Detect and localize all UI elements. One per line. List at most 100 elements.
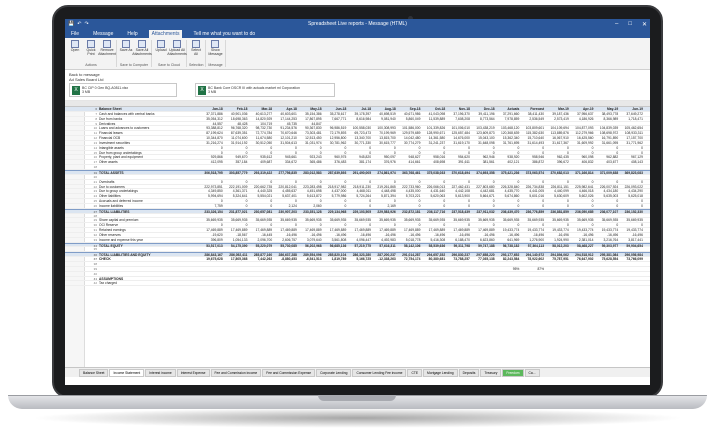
table-cell[interactable]: 58,539,636 bbox=[428, 243, 446, 248]
table-cell[interactable]: 2,536,549 bbox=[529, 116, 545, 121]
table-cell[interactable]: -16,496 bbox=[508, 232, 520, 237]
table-cell[interactable]: 108,933,311 bbox=[624, 131, 643, 136]
table-cell[interactable]: 287,639,893 bbox=[327, 170, 347, 175]
table-cell[interactable] bbox=[373, 267, 398, 271]
table-cell[interactable]: 4,492,983 bbox=[381, 237, 396, 242]
table-cell[interactable]: 236,050,685 bbox=[575, 209, 594, 214]
table-cell[interactable]: 1,054,133 bbox=[232, 237, 248, 242]
table-cell[interactable]: 229,583,926 bbox=[377, 209, 396, 214]
table-cell[interactable]: 1,924,990 bbox=[554, 237, 569, 242]
table-cell[interactable]: 0 bbox=[245, 223, 248, 228]
table-cell[interactable] bbox=[546, 122, 571, 126]
sheet-tab[interactable]: Fee and Commission Expense bbox=[262, 368, 316, 377]
table-cell[interactable]: -16,496 bbox=[285, 232, 297, 237]
table-cell[interactable]: 12,101,210 bbox=[280, 136, 297, 141]
table-cell[interactable]: 0 bbox=[319, 150, 322, 155]
save-all-button[interactable]: Save All Attachments bbox=[132, 40, 152, 63]
table-cell[interactable]: 0 bbox=[566, 199, 569, 204]
table-cell[interactable]: 286,637,288 bbox=[278, 253, 297, 258]
sheet-tab[interactable]: Income Statement bbox=[109, 368, 145, 377]
table-cell[interactable]: 19,433,774 bbox=[552, 228, 569, 233]
table-cell[interactable]: Forecast bbox=[530, 107, 545, 111]
table-cell[interactable]: 108,698,972 bbox=[599, 131, 619, 136]
table-cell[interactable] bbox=[596, 122, 621, 126]
table-cell[interactable]: 374,693,358 bbox=[476, 170, 495, 175]
table-cell[interactable]: 17,469,889 bbox=[280, 228, 297, 233]
table-cell[interactable]: 0 bbox=[369, 179, 372, 184]
table-cell[interactable]: 37,649,272 bbox=[626, 111, 643, 116]
table-cell[interactable]: 414,661 bbox=[408, 160, 421, 165]
table-cell[interactable]: 73,766,099 bbox=[626, 257, 643, 262]
table-cell[interactable]: 17,469,889 bbox=[230, 228, 248, 233]
table-cell[interactable]: 45,735 bbox=[286, 121, 297, 126]
table-cell[interactable]: 0 bbox=[517, 179, 520, 184]
table-cell[interactable]: 9,081,940 bbox=[381, 116, 396, 121]
table-cell[interactable]: 294,518,912 bbox=[575, 253, 594, 258]
table-cell[interactable]: 225,982,641 bbox=[575, 184, 594, 189]
table-cell[interactable]: 0 bbox=[468, 150, 470, 155]
table-cell[interactable]: 3,216,764 bbox=[603, 237, 619, 242]
table-row[interactable]: 42 Tax charged bbox=[65, 281, 650, 287]
table-cell[interactable]: 35,669,935 bbox=[329, 218, 347, 223]
table-cell[interactable] bbox=[274, 267, 299, 271]
table-cell[interactable]: 4,431,640 bbox=[430, 189, 446, 194]
table-cell[interactable]: 5,324,641 bbox=[232, 194, 248, 199]
table-cell[interactable]: 369,823,083 bbox=[624, 170, 643, 175]
table-cell[interactable]: 223,283,498 bbox=[303, 184, 322, 189]
table-cell[interactable] bbox=[249, 267, 274, 271]
tell-me-box[interactable]: Tell me what you want to do bbox=[193, 31, 256, 37]
table-cell[interactable]: 30,771,330 bbox=[354, 140, 372, 145]
table-cell[interactable]: 5,601,016 bbox=[529, 194, 545, 199]
table-cell[interactable]: 19,433,774 bbox=[502, 228, 520, 233]
table-cell[interactable]: 17,469,889 bbox=[255, 228, 273, 233]
save-as-button[interactable]: Save As bbox=[119, 40, 133, 63]
table-cell[interactable]: 0 bbox=[468, 199, 470, 204]
table-cell[interactable]: 0 bbox=[344, 203, 347, 208]
table-cell[interactable]: -16,496 bbox=[335, 232, 347, 237]
table-cell[interactable]: 0 bbox=[542, 150, 545, 155]
table-cell[interactable]: 10,344,870 bbox=[206, 136, 223, 141]
table-cell[interactable]: 0 bbox=[591, 199, 594, 204]
table-cell[interactable]: 0 bbox=[616, 150, 619, 155]
table-cell[interactable]: 55,220,079 bbox=[255, 243, 273, 248]
table-cell[interactable]: 35,669,935 bbox=[502, 218, 520, 223]
table-row[interactable]: 19 TOTAL ASSETS 306,518,795 303,857,779 293,… bbox=[65, 169, 650, 175]
table-cell[interactable]: 95% bbox=[512, 266, 520, 271]
table-row[interactable]: 20 bbox=[65, 175, 650, 180]
table-cell[interactable]: 0 bbox=[295, 223, 297, 228]
table-cell[interactable]: 112,279,966 bbox=[575, 131, 594, 136]
table-cell[interactable] bbox=[472, 267, 497, 271]
table-row[interactable]: 25 Accruals and deferred income 0 0 0 0 0 0 0 0 0 0… bbox=[65, 199, 650, 204]
table-cell[interactable]: 0 bbox=[220, 145, 223, 150]
table-cell[interactable]: 0 bbox=[616, 203, 619, 208]
table-cell[interactable]: 218,911,230 bbox=[352, 184, 372, 189]
table-row[interactable]: 6 Balance Sheet Jan-18 Feb-18 Mar-18 Apr-18 Ma… bbox=[65, 107, 650, 112]
table-cell[interactable]: 0 bbox=[566, 145, 569, 150]
table-cell[interactable]: 44,557 bbox=[212, 121, 223, 126]
table-cell[interactable]: 5,554,021 bbox=[257, 194, 273, 199]
table-cell[interactable]: -16,445 bbox=[260, 232, 273, 237]
table-row[interactable]: 10 Loans and advances to customers 93,388,… bbox=[65, 126, 650, 132]
table-row[interactable]: 26 Income liabilities 7,759 0 0 2,124 2,060 0 0 2… bbox=[65, 204, 650, 209]
table-cell[interactable]: 80,380,681 bbox=[428, 257, 446, 262]
table-cell[interactable]: 373,063,574 bbox=[525, 170, 545, 175]
table-cell[interactable]: 220,662,735 bbox=[253, 184, 273, 189]
table-cell[interactable]: 0 bbox=[443, 145, 446, 150]
table-cell[interactable]: 0 bbox=[295, 150, 297, 155]
table-cell[interactable]: 277,756,835 bbox=[278, 170, 297, 175]
table-cell[interactable]: 0 bbox=[270, 199, 273, 204]
table-cell[interactable]: 4,186,926 bbox=[578, 116, 594, 121]
table-cell[interactable]: 0 bbox=[344, 179, 347, 184]
table-cell[interactable]: 4,466,018 bbox=[578, 189, 594, 194]
table-cell[interactable]: 0 bbox=[418, 223, 421, 228]
table-cell[interactable]: 125,657,484 bbox=[451, 131, 470, 136]
table-cell[interactable]: 3,817,441 bbox=[628, 237, 643, 242]
table-cell[interactable]: 5,625,018 bbox=[628, 194, 643, 199]
table-cell[interactable]: 0 bbox=[319, 199, 322, 204]
table-cell[interactable]: 90,367,830 bbox=[305, 126, 322, 131]
table-cell[interactable]: 0 bbox=[566, 223, 569, 228]
table-cell[interactable]: 18,698,363 bbox=[230, 116, 248, 121]
table-cell[interactable]: 12,513,450 bbox=[305, 136, 322, 141]
table-cell[interactable]: 58,468,227 bbox=[576, 243, 594, 248]
table-row[interactable]: 35 bbox=[65, 247, 650, 253]
